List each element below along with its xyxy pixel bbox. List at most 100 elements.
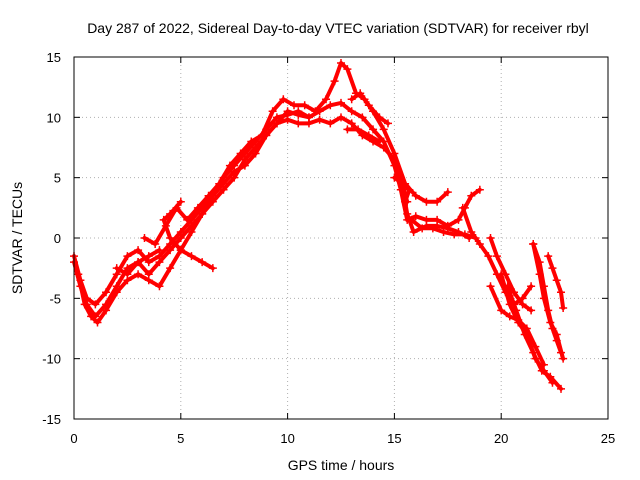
data-point — [401, 197, 410, 206]
data-point — [166, 234, 175, 242]
data-point — [322, 95, 331, 104]
data-point — [405, 185, 414, 194]
data-point — [557, 288, 566, 297]
data-point — [484, 252, 493, 261]
data-point — [337, 113, 345, 122]
series-line — [488, 236, 534, 313]
data-point — [272, 119, 281, 128]
data-point — [537, 366, 546, 375]
data-point — [512, 306, 521, 315]
data-point — [283, 115, 292, 124]
series-sat-d — [140, 59, 452, 249]
series-sat-p — [529, 240, 568, 363]
x-tick-label: 25 — [601, 431, 615, 446]
data-point — [102, 306, 111, 315]
data-point — [433, 197, 442, 206]
series-sat-i — [343, 125, 384, 146]
data-point — [240, 161, 249, 170]
data-point — [546, 372, 555, 381]
data-point — [522, 324, 531, 333]
data-point — [557, 384, 566, 393]
data-point — [300, 101, 309, 110]
data-point — [379, 143, 388, 152]
data-point — [187, 252, 196, 261]
data-point — [290, 101, 299, 110]
data-point — [155, 246, 164, 255]
data-point — [518, 300, 527, 309]
data-point — [112, 264, 121, 273]
data-point — [208, 264, 217, 273]
data-point — [183, 215, 192, 224]
y-tick-label: -10 — [42, 352, 61, 367]
y-tick-label: 10 — [47, 110, 61, 125]
data-point — [155, 282, 164, 291]
data-point — [123, 270, 132, 279]
series-line — [349, 91, 390, 126]
data-point — [383, 119, 392, 128]
data-point — [422, 221, 431, 230]
series-line — [76, 109, 311, 325]
series-line — [531, 242, 566, 361]
data-point — [467, 227, 476, 236]
series-sat-c — [74, 107, 313, 327]
data-point — [251, 149, 260, 158]
y-tick-label: -5 — [49, 291, 61, 306]
data-series — [70, 59, 568, 393]
data-point — [80, 300, 89, 309]
data-point — [166, 209, 175, 218]
data-point — [505, 312, 514, 321]
data-point — [102, 288, 111, 297]
data-point — [112, 288, 121, 297]
data-point — [358, 113, 367, 122]
data-point — [520, 330, 529, 339]
data-point — [134, 246, 143, 255]
data-point — [230, 167, 239, 176]
data-point — [215, 179, 224, 188]
series-sat-q — [544, 252, 568, 312]
data-point — [347, 95, 356, 104]
axis-ticks: 0 5 10 15 20 25 -15 -10 -5 0 5 10 15 — [42, 50, 615, 446]
data-point — [236, 149, 245, 158]
data-point — [166, 264, 175, 273]
data-point — [403, 209, 412, 218]
data-point — [552, 276, 561, 285]
data-point — [91, 300, 100, 309]
data-point — [539, 294, 548, 303]
x-tick-label: 20 — [494, 431, 508, 446]
data-point — [198, 209, 207, 218]
data-point — [187, 227, 196, 236]
data-point — [467, 191, 476, 200]
data-point — [409, 227, 418, 236]
data-point — [559, 303, 568, 312]
data-point — [475, 240, 484, 249]
data-point — [390, 149, 399, 158]
x-tick-label: 15 — [387, 431, 401, 446]
data-point — [315, 115, 324, 124]
data-point — [347, 119, 356, 128]
series-sat-r — [112, 246, 164, 279]
data-point — [548, 264, 557, 273]
data-point — [176, 234, 185, 242]
series-line — [546, 254, 566, 310]
data-point — [140, 234, 149, 242]
data-point — [311, 107, 320, 116]
grid — [74, 57, 608, 419]
data-point — [390, 173, 399, 182]
data-point — [304, 113, 313, 122]
x-tick-label: 10 — [280, 431, 294, 446]
series-sat-g — [390, 173, 474, 242]
data-point — [225, 161, 234, 170]
data-point — [294, 119, 303, 128]
data-point — [443, 188, 452, 197]
data-point — [527, 282, 536, 291]
data-point — [134, 270, 143, 279]
data-point — [74, 270, 83, 279]
data-point — [454, 215, 463, 224]
data-point — [486, 234, 495, 242]
data-point — [279, 95, 288, 104]
series-sat-n — [486, 282, 548, 369]
data-point — [337, 59, 345, 68]
data-point — [433, 221, 442, 230]
data-point — [151, 240, 160, 249]
